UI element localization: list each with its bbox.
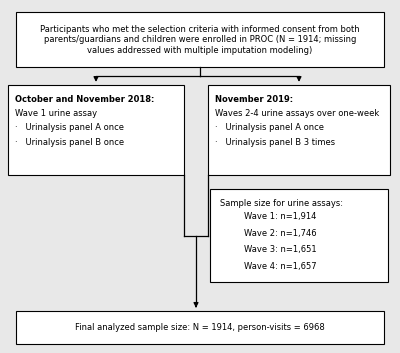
Bar xyxy=(8,85,184,175)
Bar xyxy=(16,12,384,67)
Text: October and November 2018:: October and November 2018: xyxy=(15,95,154,104)
Text: Wave 3: n=1,651: Wave 3: n=1,651 xyxy=(244,245,317,254)
Bar xyxy=(208,85,390,175)
Bar xyxy=(210,189,388,282)
Text: Wave 4: n=1,657: Wave 4: n=1,657 xyxy=(244,262,317,271)
Bar xyxy=(16,311,384,344)
Text: November 2019:: November 2019: xyxy=(215,95,293,104)
Text: Sample size for urine assays:: Sample size for urine assays: xyxy=(220,199,343,208)
Text: Participants who met the selection criteria with informed consent from both
pare: Participants who met the selection crite… xyxy=(40,25,360,55)
Text: Wave 1: n=1,914: Wave 1: n=1,914 xyxy=(244,212,316,221)
Text: Waves 2-4 urine assays over one-week
·   Urinalysis panel A once
·   Urinalysis : Waves 2-4 urine assays over one-week · U… xyxy=(215,109,380,147)
Text: Final analyzed sample size: N = 1914, person-visits = 6968: Final analyzed sample size: N = 1914, pe… xyxy=(75,323,325,332)
Text: Wave 1 urine assay
·   Urinalysis panel A once
·   Urinalysis panel B once: Wave 1 urine assay · Urinalysis panel A … xyxy=(15,109,124,147)
Text: Wave 2: n=1,746: Wave 2: n=1,746 xyxy=(244,229,317,238)
